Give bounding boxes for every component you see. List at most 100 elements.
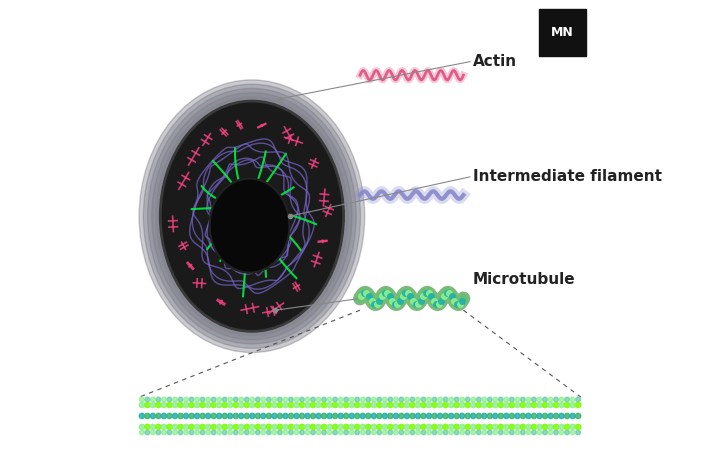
Circle shape bbox=[366, 397, 371, 402]
Circle shape bbox=[184, 424, 189, 430]
Circle shape bbox=[222, 402, 228, 407]
Circle shape bbox=[399, 402, 404, 407]
Circle shape bbox=[515, 413, 520, 419]
Circle shape bbox=[366, 402, 371, 407]
Circle shape bbox=[272, 397, 276, 402]
Circle shape bbox=[471, 413, 476, 419]
Circle shape bbox=[366, 413, 371, 419]
Circle shape bbox=[145, 402, 150, 407]
Circle shape bbox=[576, 430, 580, 435]
Circle shape bbox=[443, 413, 449, 419]
Circle shape bbox=[283, 413, 288, 419]
Circle shape bbox=[537, 402, 542, 407]
Circle shape bbox=[382, 424, 387, 430]
Circle shape bbox=[460, 430, 464, 435]
Circle shape bbox=[195, 430, 199, 435]
Circle shape bbox=[305, 430, 310, 435]
Circle shape bbox=[316, 424, 321, 430]
Text: Intermediate filament: Intermediate filament bbox=[473, 169, 662, 184]
Circle shape bbox=[343, 402, 349, 407]
Circle shape bbox=[537, 430, 542, 435]
Circle shape bbox=[283, 402, 288, 407]
Text: Actin: Actin bbox=[473, 54, 517, 69]
Circle shape bbox=[310, 402, 315, 407]
Circle shape bbox=[333, 397, 338, 402]
Circle shape bbox=[476, 413, 482, 419]
Circle shape bbox=[316, 430, 321, 435]
Circle shape bbox=[372, 430, 376, 435]
Circle shape bbox=[559, 413, 564, 419]
Circle shape bbox=[482, 424, 487, 430]
Circle shape bbox=[288, 413, 294, 419]
Circle shape bbox=[426, 402, 432, 407]
Circle shape bbox=[504, 430, 508, 435]
Circle shape bbox=[510, 397, 514, 402]
Circle shape bbox=[388, 397, 392, 402]
Circle shape bbox=[250, 397, 255, 402]
Circle shape bbox=[537, 397, 542, 402]
Circle shape bbox=[167, 430, 172, 435]
Circle shape bbox=[327, 402, 332, 407]
Circle shape bbox=[261, 424, 266, 430]
Circle shape bbox=[372, 397, 376, 402]
Circle shape bbox=[338, 424, 343, 430]
Circle shape bbox=[322, 397, 326, 402]
Circle shape bbox=[393, 413, 399, 419]
Circle shape bbox=[205, 424, 211, 430]
Bar bbox=[539, 9, 585, 56]
Circle shape bbox=[493, 430, 498, 435]
Circle shape bbox=[449, 402, 454, 407]
Circle shape bbox=[243, 202, 252, 212]
Circle shape bbox=[305, 413, 310, 419]
Circle shape bbox=[228, 430, 233, 435]
Circle shape bbox=[492, 402, 498, 407]
Circle shape bbox=[173, 430, 177, 435]
Circle shape bbox=[338, 430, 343, 435]
Circle shape bbox=[521, 402, 526, 407]
Circle shape bbox=[465, 430, 470, 435]
Circle shape bbox=[471, 402, 476, 407]
Circle shape bbox=[421, 424, 426, 430]
Circle shape bbox=[388, 424, 393, 430]
Circle shape bbox=[145, 424, 150, 430]
Circle shape bbox=[515, 424, 520, 430]
Circle shape bbox=[300, 413, 305, 419]
Circle shape bbox=[415, 424, 420, 430]
Circle shape bbox=[382, 397, 387, 402]
Circle shape bbox=[399, 413, 404, 419]
Circle shape bbox=[487, 430, 492, 435]
Circle shape bbox=[338, 402, 343, 407]
Circle shape bbox=[167, 402, 172, 407]
Circle shape bbox=[482, 430, 487, 435]
Circle shape bbox=[200, 413, 205, 419]
Circle shape bbox=[156, 402, 161, 407]
Circle shape bbox=[405, 402, 410, 407]
Circle shape bbox=[261, 413, 266, 419]
Circle shape bbox=[410, 430, 415, 435]
Circle shape bbox=[459, 402, 465, 407]
Circle shape bbox=[548, 402, 553, 407]
Circle shape bbox=[305, 397, 310, 402]
Circle shape bbox=[410, 424, 415, 430]
Circle shape bbox=[156, 424, 161, 430]
Circle shape bbox=[266, 402, 271, 407]
Circle shape bbox=[294, 424, 299, 430]
Circle shape bbox=[449, 397, 454, 402]
Circle shape bbox=[161, 402, 166, 407]
Circle shape bbox=[498, 424, 503, 430]
Circle shape bbox=[217, 402, 222, 407]
Circle shape bbox=[492, 413, 498, 419]
Circle shape bbox=[300, 430, 305, 435]
Circle shape bbox=[492, 424, 498, 430]
Circle shape bbox=[283, 430, 288, 435]
Circle shape bbox=[261, 430, 266, 435]
Circle shape bbox=[194, 424, 199, 430]
Circle shape bbox=[156, 413, 161, 419]
Circle shape bbox=[184, 430, 189, 435]
Circle shape bbox=[521, 397, 525, 402]
Circle shape bbox=[327, 424, 332, 430]
Circle shape bbox=[471, 397, 475, 402]
Circle shape bbox=[255, 424, 261, 430]
Circle shape bbox=[394, 397, 398, 402]
Circle shape bbox=[570, 430, 575, 435]
